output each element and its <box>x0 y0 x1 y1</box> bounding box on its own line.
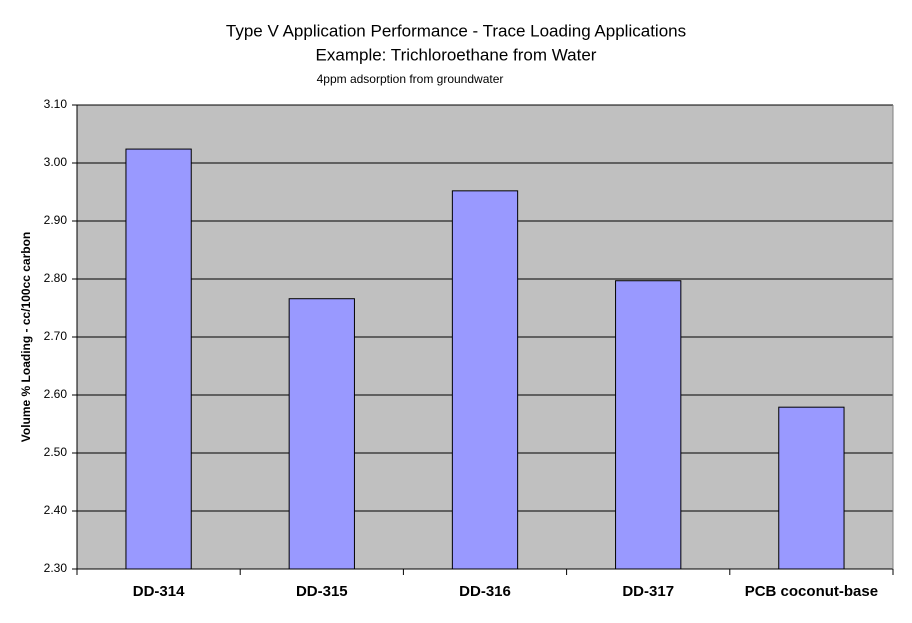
chart-subtitle: Example: Trichloroethane from Water <box>316 45 597 64</box>
y-tick-label: 2.70 <box>44 329 68 343</box>
y-tick-label: 3.00 <box>44 155 68 169</box>
bar <box>125 148 192 570</box>
y-tick-label: 2.40 <box>44 503 68 517</box>
y-tick-label: 3.10 <box>44 97 68 111</box>
bar <box>615 280 682 570</box>
x-tick-label: DD-315 <box>296 583 348 600</box>
bar <box>451 190 519 570</box>
x-tick-label: DD-314 <box>133 583 185 600</box>
chart-title: Type V Application Performance - Trace L… <box>226 21 686 40</box>
x-tick-label: DD-316 <box>459 583 511 600</box>
annotation: 4ppm adsorption from groundwater <box>317 72 504 86</box>
y-tick-label: 2.90 <box>44 213 68 227</box>
y-tick-label: 2.80 <box>44 271 68 285</box>
x-tick-label: PCB coconut-base <box>745 583 878 600</box>
y-tick-label: 2.60 <box>44 387 68 401</box>
x-tick-label: DD-317 <box>622 583 674 600</box>
bar <box>288 298 355 570</box>
y-tick-label: 2.30 <box>44 561 68 575</box>
bar <box>778 406 845 570</box>
y-axis-label: Volume % Loading - cc/100cc carbon <box>19 232 33 443</box>
y-tick-label: 2.50 <box>44 445 68 459</box>
